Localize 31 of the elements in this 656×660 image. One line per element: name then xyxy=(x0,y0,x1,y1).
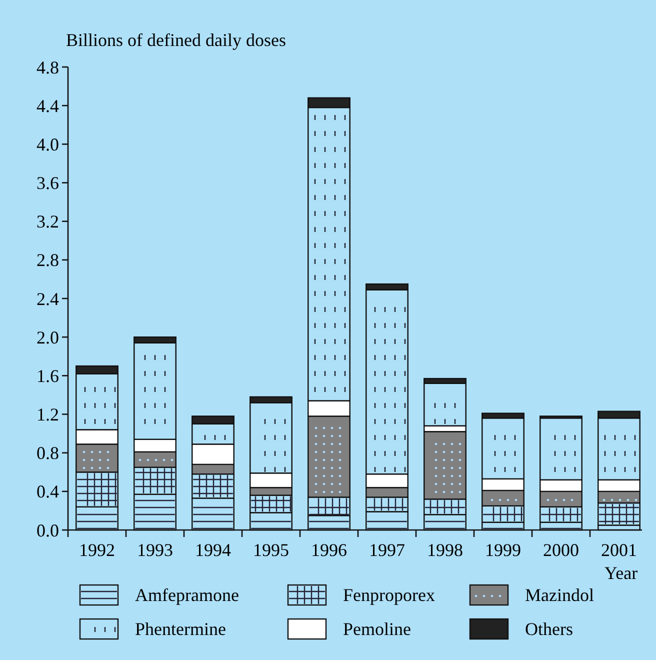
legend-label: Pemoline xyxy=(343,619,412,639)
x-tick-label: 2000 xyxy=(543,540,579,560)
legend-label: Mazindol xyxy=(525,585,594,605)
y-tick-label: 4.8 xyxy=(36,57,59,78)
x-tick-label: 1995 xyxy=(253,540,289,560)
y-tick-label: 4.0 xyxy=(36,134,59,154)
x-tick-label: 1998 xyxy=(427,540,463,560)
y-axis-title: Billions of defined daily doses xyxy=(66,30,286,50)
y-tick-label: 1.6 xyxy=(36,366,59,386)
legend-label: Phentermine xyxy=(135,619,226,639)
legend-label: Amfepramone xyxy=(135,585,239,605)
legend-label: Fenproporex xyxy=(343,585,435,605)
y-tick-label: 2.8 xyxy=(36,250,59,270)
legend-label: Others xyxy=(525,619,573,639)
x-tick-label: 1993 xyxy=(137,540,173,560)
x-tick-label: 2001 xyxy=(601,540,637,560)
y-tick-label: 3.6 xyxy=(36,173,59,194)
x-tick-label: 1994 xyxy=(195,540,231,560)
y-tick-label: 3.2 xyxy=(36,212,59,232)
y-tick-label: 0.0 xyxy=(36,520,59,540)
y-tick-label: 2.4 xyxy=(36,288,59,309)
x-tick-label: 1992 xyxy=(79,540,115,560)
x-tick-label: 1999 xyxy=(485,540,521,560)
y-tick-label: 1.2 xyxy=(36,404,59,425)
x-axis-title: Year xyxy=(604,563,638,583)
y-tick-label: 2.0 xyxy=(36,327,59,348)
y-tick-label: 0.4 xyxy=(36,482,59,502)
y-tick-label: 4.4 xyxy=(36,96,59,116)
x-tick-label: 1996 xyxy=(311,540,347,560)
y-tick-label: 0.8 xyxy=(36,443,59,464)
x-tick-label: 1997 xyxy=(369,540,405,560)
